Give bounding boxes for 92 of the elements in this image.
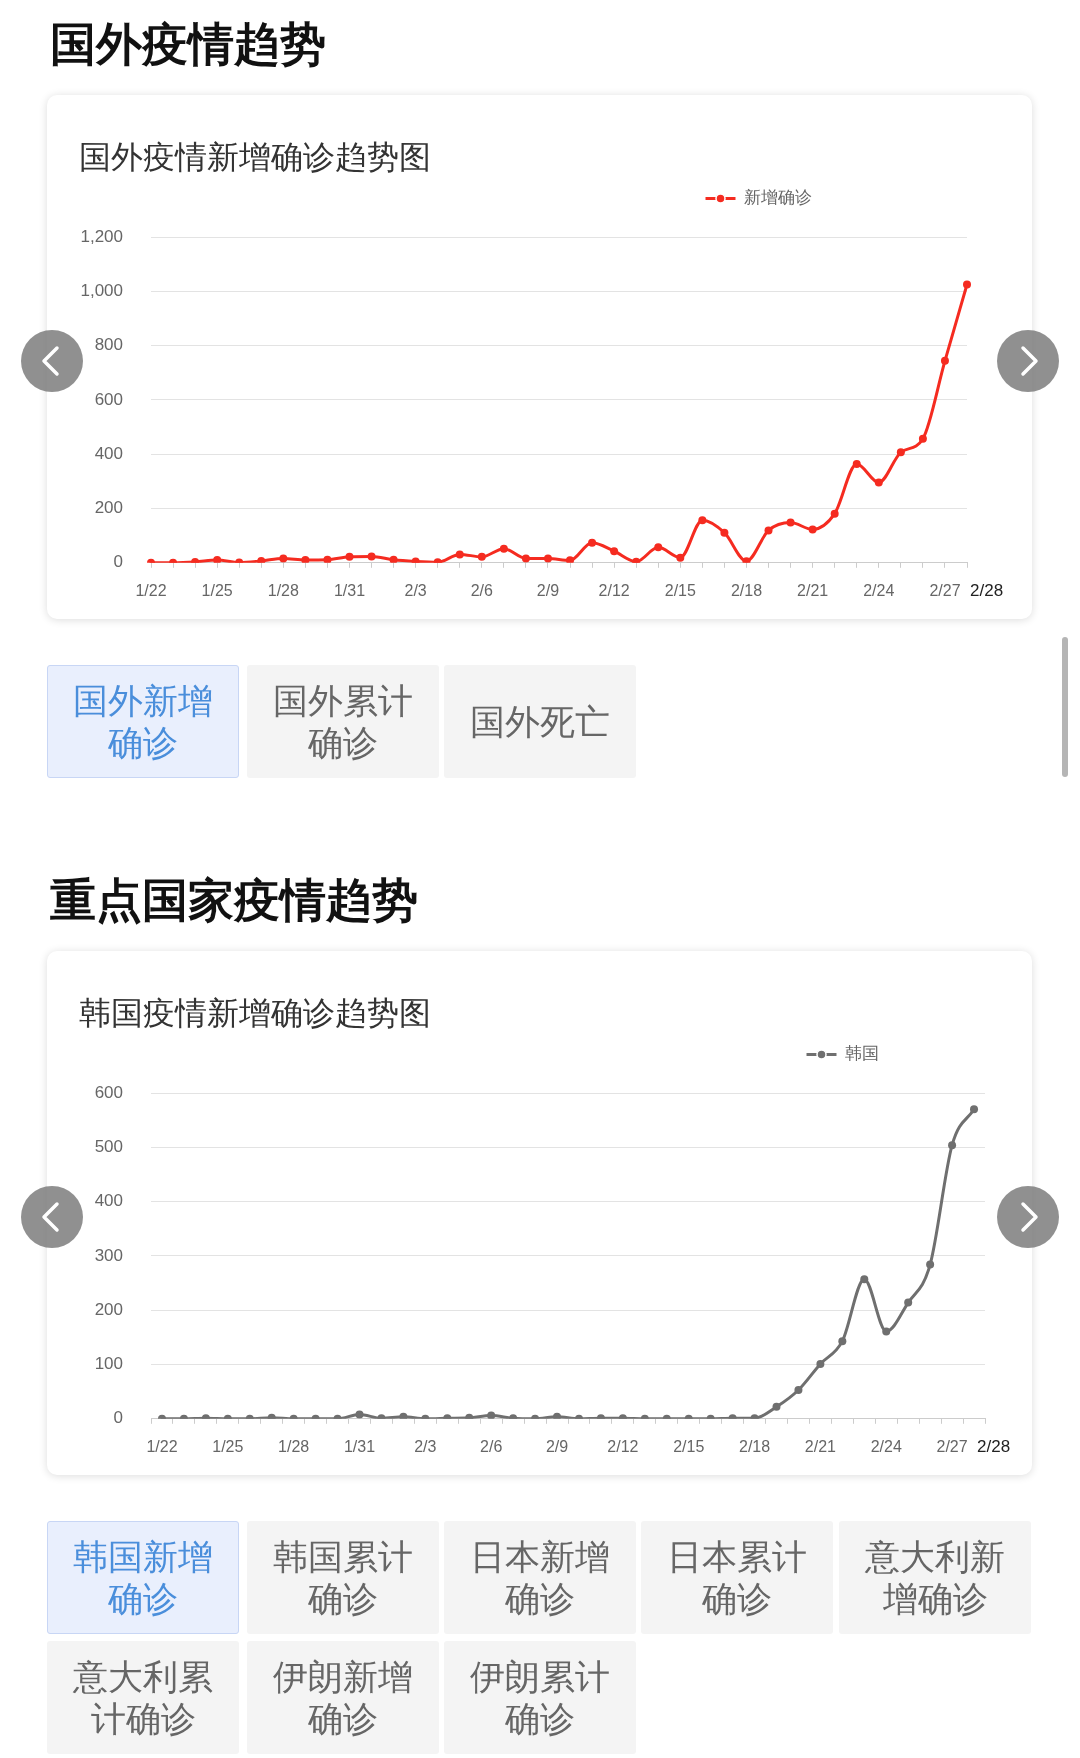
y-tick-label: 200: [94, 1299, 123, 1319]
x-tick-label: 2/18: [738, 1437, 771, 1455]
point: [676, 553, 685, 562]
x-tick-label: 1/31: [343, 1437, 376, 1455]
point: [213, 556, 222, 563]
point: [896, 448, 905, 457]
point: [940, 356, 949, 365]
point: [389, 555, 398, 563]
point: [963, 280, 971, 289]
point: [399, 1412, 408, 1419]
x-tick-label: 2/12: [598, 581, 630, 599]
x-tick-label: 2/3: [404, 581, 427, 599]
point: [553, 1412, 562, 1419]
x-tick-label: 2/24: [863, 581, 895, 599]
point: [816, 1359, 825, 1368]
x-tick-label: 2/6: [470, 581, 494, 599]
point: [882, 1327, 891, 1336]
point: [948, 1141, 957, 1150]
point: [860, 1275, 869, 1284]
y-tick-label: 1,000: [80, 280, 123, 300]
x-tick-label: 1/28: [278, 1437, 310, 1455]
y-tick-label: 500: [94, 1136, 123, 1156]
point: [543, 554, 552, 563]
x-tick-label: 2/21: [804, 1437, 837, 1455]
point: [588, 538, 597, 547]
x-tick-label: 2/9: [536, 581, 560, 599]
legend-label: 新增确诊: [744, 188, 812, 208]
point: [323, 555, 332, 563]
chart-title: 重点国家疫情趋势: [50, 874, 418, 926]
y-tick-label: 200: [94, 498, 123, 518]
point: [904, 1298, 913, 1307]
x-tick-label: 2/15: [664, 581, 696, 599]
x-tick-label: 2/27: [936, 1437, 968, 1455]
point: [279, 554, 288, 563]
point: [521, 554, 530, 563]
chart-title: 国外疫情趋势: [50, 18, 326, 70]
y-tick-label: 400: [94, 443, 123, 463]
point: [257, 556, 266, 563]
y-tick-label: 0: [113, 1408, 123, 1428]
x-tick-label: 2/27: [929, 581, 961, 599]
x-tick-label: 1/31: [333, 581, 366, 599]
point: [764, 526, 773, 535]
point: [970, 1105, 979, 1114]
point: [794, 1386, 803, 1395]
x-tick-label: 1/22: [135, 581, 167, 599]
point: [698, 516, 707, 525]
x-tick-label: 2/24: [870, 1437, 902, 1455]
point: [301, 556, 310, 563]
x-tick-label: 2/18: [730, 581, 763, 599]
x-tick-label: 2/15: [673, 1437, 705, 1455]
point: [720, 528, 729, 537]
point: [499, 544, 508, 553]
point: [610, 547, 619, 556]
point: [830, 509, 839, 518]
y-tick-label: 300: [94, 1245, 123, 1265]
point: [852, 459, 861, 468]
y-tick-label: 1,200: [80, 226, 123, 246]
point: [786, 518, 795, 527]
point: [566, 556, 575, 563]
point: [926, 1260, 935, 1269]
point: [808, 525, 817, 534]
x-tick-label: 1/25: [201, 581, 233, 599]
point: [367, 552, 376, 561]
point: [772, 1402, 781, 1411]
y-tick-label: 600: [94, 389, 123, 409]
y-tick-label: 100: [94, 1354, 123, 1374]
chart-subtitle: 国外疫情新增确诊趋势图: [79, 138, 431, 176]
point: [487, 1411, 496, 1419]
x-tick-label: 2/3: [414, 1437, 437, 1455]
point: [838, 1337, 847, 1346]
text: 2/28: [970, 581, 1004, 601]
point: [874, 478, 883, 487]
point: [477, 552, 486, 561]
x-tick-label: 1/25: [212, 1437, 244, 1455]
point: [345, 552, 354, 561]
legend-label: 韩国: [845, 1044, 879, 1064]
x-tick-label: 2/21: [797, 581, 829, 599]
point: [654, 543, 663, 552]
y-tick-label: 800: [94, 335, 123, 355]
x-tick-label: 2/12: [607, 1437, 639, 1455]
y-tick-label: 600: [94, 1082, 123, 1102]
x-tick-label: 2/6: [480, 1437, 503, 1455]
point: [918, 434, 927, 443]
chart-subtitle: 韩国疫情新增确诊趋势图: [79, 994, 431, 1032]
x-tick-label: 1/22: [146, 1437, 178, 1455]
text: 2/28: [977, 1437, 1011, 1457]
x-tick-label: 2/9: [545, 1437, 569, 1455]
x-tick-label: 1/28: [267, 581, 299, 599]
y-tick-label: 0: [113, 552, 123, 572]
y-tick-label: 400: [94, 1191, 123, 1211]
point: [355, 1410, 364, 1419]
point: [455, 550, 464, 559]
